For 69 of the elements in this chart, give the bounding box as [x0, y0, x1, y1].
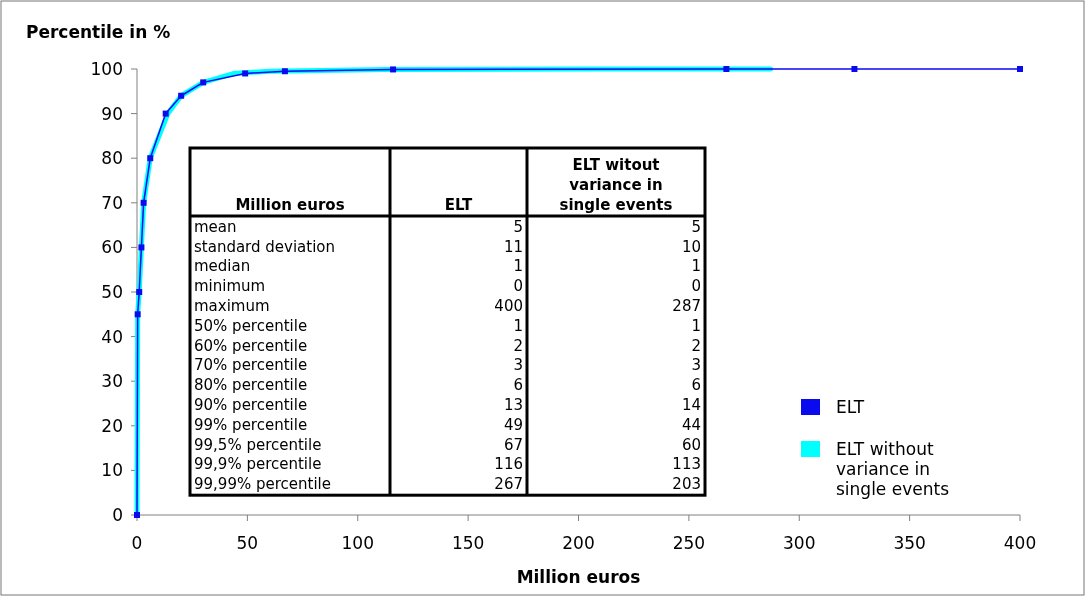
data-label: 0	[513, 277, 523, 296]
y-tick-label: 90	[101, 103, 123, 124]
data-label: 13	[503, 396, 523, 414]
y-tick-label: 0	[112, 504, 123, 525]
category-label: maximum	[194, 297, 270, 315]
data-label: 10	[681, 237, 701, 256]
category-label: 99,9% percentile	[194, 455, 322, 474]
category-label: 70% percentile	[194, 356, 308, 375]
text: ELT witout variance in single events	[559, 156, 673, 214]
category-label: 99,5% percentile	[194, 435, 322, 454]
data-label: 11	[503, 237, 523, 256]
category-label: 50% percentile	[194, 316, 308, 335]
x-tick-label: 150	[451, 533, 485, 553]
x-tick-label: 250	[672, 533, 706, 553]
y-tick-label: 30	[101, 371, 123, 392]
data-label: 6	[513, 376, 523, 395]
y-tick-label: 60	[101, 237, 123, 258]
data-label: 1	[513, 257, 523, 276]
y-tick-label: 100	[90, 58, 123, 79]
category-label: minimum	[194, 277, 266, 296]
data-label: 5	[513, 217, 523, 236]
data-label: 113	[672, 455, 701, 474]
data-label: 400	[494, 297, 523, 315]
category-label: standard deviation	[194, 237, 336, 256]
data-label: 5	[691, 217, 701, 236]
data-label: 116	[494, 455, 523, 474]
data-label: 203	[672, 475, 701, 494]
x-tick-label: 100	[341, 533, 374, 553]
y-axis-title: Percentile in %	[26, 22, 171, 42]
data-label: 2	[691, 336, 701, 355]
legend-label: ELT without variance in single events	[836, 439, 950, 499]
x-tick-label: 400	[1003, 533, 1037, 553]
y-tick-label: 80	[101, 148, 123, 169]
data-label: 3	[691, 356, 701, 375]
data-label: 14	[681, 396, 701, 414]
category-label: 90% percentile	[194, 396, 308, 414]
data-label: 2	[513, 336, 523, 355]
category-label: median	[194, 257, 251, 276]
y-tick-label: 20	[101, 415, 123, 436]
data-label: 1	[513, 316, 523, 335]
data-label: 60	[681, 435, 701, 454]
y-tick-label: 50	[101, 281, 123, 302]
x-tick-label: 50	[236, 533, 259, 553]
data-label: 67	[503, 435, 523, 454]
category-label: 80% percentile	[194, 376, 308, 395]
text: Million euros	[235, 196, 345, 214]
data-label: 0	[691, 277, 701, 296]
data-label: 1	[691, 316, 701, 335]
data-label: 3	[513, 356, 523, 375]
x-tick-label: 0	[131, 533, 143, 553]
series-label: ELT	[444, 196, 474, 214]
data-label: 267	[494, 475, 523, 494]
data-label: 287	[672, 297, 701, 315]
x-tick-label: 350	[893, 533, 926, 553]
y-tick-label: 10	[101, 460, 123, 481]
x-tick-label: 200	[562, 533, 595, 553]
category-label: mean	[194, 217, 237, 236]
data-label: 49	[503, 415, 523, 434]
x-tick-label: 300	[783, 533, 816, 553]
category-label: 99% percentile	[194, 415, 308, 434]
data-label: 44	[681, 415, 701, 434]
y-tick-label: 70	[101, 192, 123, 213]
category-label: 60% percentile	[194, 336, 308, 355]
legend-label: ELT	[836, 397, 865, 417]
data-label: 6	[691, 376, 701, 395]
data-label: 1	[691, 257, 701, 276]
x-axis-title: Million euros	[516, 567, 641, 587]
category-label: 99,99% percentile	[194, 475, 331, 494]
y-tick-label: 40	[101, 326, 123, 347]
